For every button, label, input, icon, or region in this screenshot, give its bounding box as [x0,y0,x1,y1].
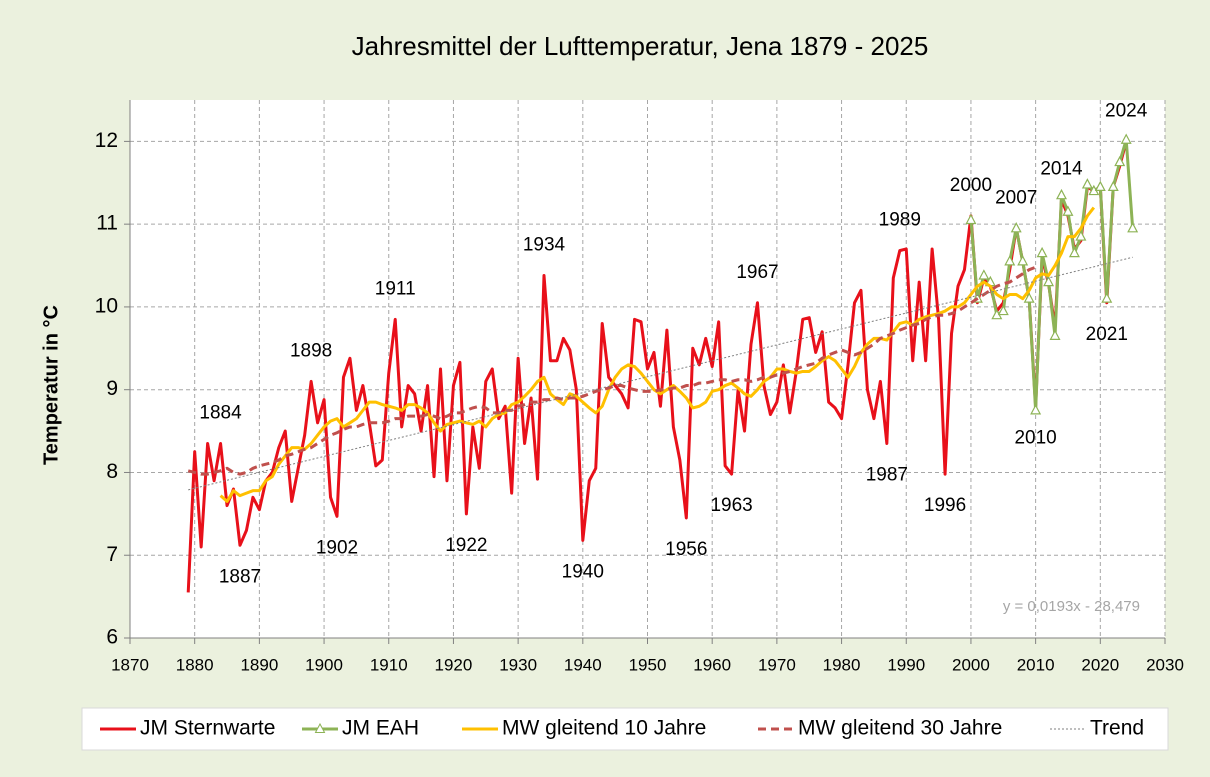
data-point [965,213,977,225]
x-tick-label: 1980 [823,655,861,674]
y-tick-label: 11 [96,212,118,235]
legend-label: MW gleitend 30 Jahre [798,717,1002,740]
annotation: 1940 [562,561,604,582]
legend-label: JM Sternwarte [140,717,275,740]
x-tick-label: 1940 [564,655,602,674]
x-tick-label: 1970 [758,655,796,674]
annotation: 1898 [290,340,332,361]
y-tick-label: 6 [106,626,118,649]
data-point [1017,255,1029,266]
x-tick-label: 2030 [1146,655,1184,674]
annotation: 1887 [219,566,261,587]
x-tick-label: 1900 [305,655,343,674]
data-point [1049,329,1061,340]
data-point [997,304,1009,316]
series-line [187,265,1037,476]
annotation: 2014 [1040,158,1083,179]
x-tick-label: 2020 [1081,655,1119,674]
legend-marker [314,722,326,733]
annotation: 1963 [710,495,752,516]
x-tick-label: 1930 [499,655,537,674]
data-point [1081,178,1093,189]
data-point [1056,188,1067,200]
annotation: 1989 [879,210,921,231]
data-point [1114,155,1126,167]
data-point [1036,246,1048,258]
x-tick-label: 1950 [629,655,667,674]
x-tick-label: 1960 [693,655,731,674]
data-point [1004,255,1016,266]
data-point [1120,133,1132,144]
annotation: 1884 [199,403,242,424]
x-tick-label: 1910 [370,655,408,674]
annotation: 1987 [866,465,908,486]
annotation: 1934 [523,234,566,255]
data-point [978,269,990,280]
trend-equation: y = 0,0193x - 28,479 [1003,598,1140,615]
y-axis-label: Temperatur in °C [40,305,62,465]
legend-label: MW gleitend 10 Jahre [502,717,706,740]
x-tick-label: 1890 [240,655,278,674]
annotation: 2024 [1105,100,1148,121]
legend-label: Trend [1090,717,1144,740]
data-point [1043,275,1055,287]
annotation: 1902 [316,537,358,558]
data-point [1101,292,1113,303]
y-tick-label: 8 [106,460,118,483]
x-tick-label: 2010 [1017,655,1055,674]
y-tick-label: 9 [106,377,118,400]
data-point [1127,222,1139,233]
data-point [1010,222,1022,233]
annotation: 1996 [924,495,966,516]
x-tick-label: 2000 [952,655,990,674]
y-tick-label: 10 [95,294,118,317]
data-point [1094,180,1106,192]
y-tick-label: 7 [106,543,118,566]
legend-box [81,707,1169,751]
chart-title: Jahresmittel der Lufttemperatur, Jena 18… [352,31,929,61]
annotation: 2007 [995,187,1037,208]
annotation: 2000 [950,175,992,196]
x-tick-label: 1870 [111,655,149,674]
x-tick-label: 1920 [435,655,473,674]
data-point [1062,205,1074,216]
data-point [1107,180,1119,192]
y-tick-label: 12 [95,129,118,152]
data-point [1068,246,1080,258]
x-tick-label: 1880 [176,655,214,674]
annotation: 1911 [375,278,416,299]
annotation: 1967 [736,262,778,283]
annotation: 2021 [1086,324,1128,345]
annotation: 2010 [1014,427,1056,448]
data-point [1075,230,1087,241]
legend-label: JM EAH [342,717,419,740]
data-point [1023,292,1035,303]
data-point [1030,404,1042,415]
x-tick-label: 1990 [887,655,925,674]
annotation: 1922 [445,535,487,556]
annotation: 1956 [665,539,707,560]
